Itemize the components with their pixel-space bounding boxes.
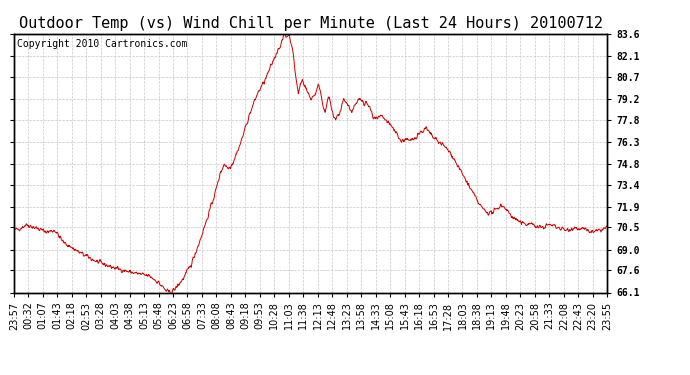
Text: Copyright 2010 Cartronics.com: Copyright 2010 Cartronics.com [17, 39, 187, 49]
Title: Outdoor Temp (vs) Wind Chill per Minute (Last 24 Hours) 20100712: Outdoor Temp (vs) Wind Chill per Minute … [19, 16, 602, 31]
